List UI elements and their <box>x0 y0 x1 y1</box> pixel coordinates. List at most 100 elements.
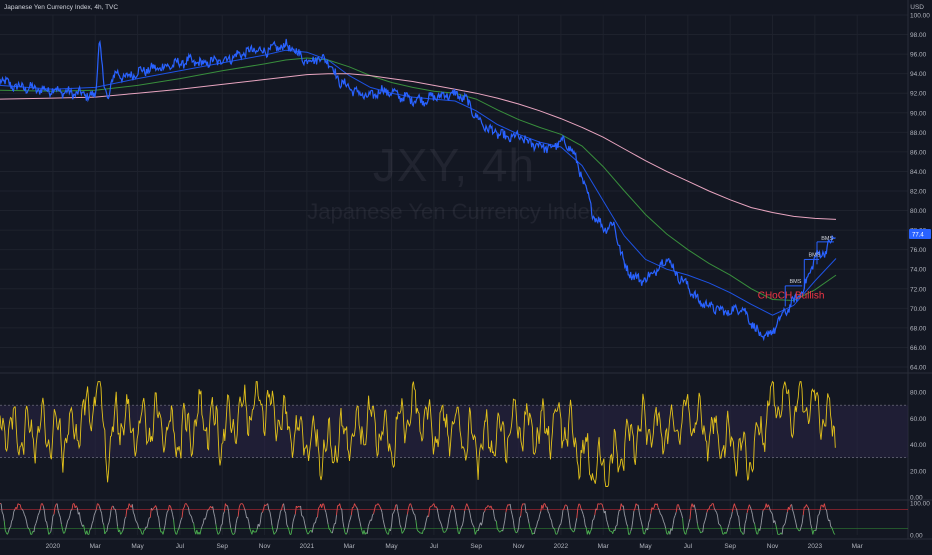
stoch-segment <box>543 504 544 509</box>
stoch-segment <box>145 527 146 530</box>
stoch-segment <box>344 527 345 532</box>
stoch-segment <box>422 530 423 534</box>
stoch-segment <box>590 531 591 534</box>
stoch-segment <box>295 506 296 514</box>
stoch-segment <box>156 506 157 508</box>
stoch-segment <box>110 510 111 518</box>
stoch-segment <box>4 521 5 531</box>
stoch-segment <box>386 532 387 534</box>
stoch-segment <box>10 527 11 528</box>
stoch-segment <box>263 509 264 512</box>
stoch-segment <box>664 521 665 524</box>
stoch-segment <box>158 515 159 518</box>
stoch-segment <box>327 518 328 524</box>
stoch-segment <box>25 517 26 522</box>
x-tick-label: Sep <box>724 543 736 550</box>
stoch-segment <box>188 507 189 513</box>
stoch-segment <box>576 518 577 524</box>
y-tick-label: 96.00 <box>910 52 927 59</box>
stoch-segment <box>727 527 728 531</box>
x-tick-label: May <box>639 543 652 550</box>
stoch-segment <box>722 530 723 535</box>
stoch-segment <box>473 525 474 527</box>
stoch-segment <box>582 511 583 514</box>
stoch-segment <box>121 533 122 535</box>
stoch-segment <box>557 532 558 534</box>
stoch-segment <box>663 518 664 522</box>
stoch-segment <box>623 506 624 514</box>
stoch-segment <box>777 529 778 534</box>
stoch-segment <box>672 524 673 530</box>
stoch-segment <box>286 513 287 524</box>
stoch-segment <box>400 525 401 528</box>
x-tick-label: Sep <box>216 543 228 550</box>
stoch-segment <box>315 518 316 523</box>
stoch-segment <box>436 507 437 509</box>
stoch-segment <box>70 510 71 516</box>
stoch-segment <box>650 514 651 520</box>
stoch-segment <box>820 505 821 510</box>
stoch-y-tick-label: 100.00 <box>910 501 930 508</box>
stoch-segment <box>678 505 679 509</box>
stoch-segment <box>361 527 362 531</box>
stoch-segment <box>96 504 97 510</box>
stoch-segment <box>246 512 247 518</box>
stoch-segment <box>256 529 257 532</box>
stoch-segment <box>485 508 486 512</box>
stoch-segment <box>332 528 333 533</box>
watermark-title: JXY, 4h <box>0 138 908 192</box>
stoch-segment <box>69 516 70 519</box>
stoch-segment <box>220 525 221 531</box>
stoch-segment <box>374 509 375 513</box>
stoch-segment <box>690 507 691 519</box>
rsi-y-tick-label: 20.00 <box>910 468 927 475</box>
stoch-segment <box>54 507 55 514</box>
stoch-segment <box>330 530 331 532</box>
stoch-segment <box>639 512 640 518</box>
stoch-segment <box>816 524 817 531</box>
stoch-segment <box>717 512 718 515</box>
stoch-segment <box>55 504 56 507</box>
bms-annotation: BMS <box>821 236 833 242</box>
stoch-segment <box>786 512 787 518</box>
stoch-segment <box>638 505 639 512</box>
symbol-header: Japanese Yen Currency Index, 4h, TVC <box>4 4 118 11</box>
stoch-segment <box>71 510 72 511</box>
stoch-segment <box>378 504 379 505</box>
stoch-segment <box>642 527 643 534</box>
stoch-segment <box>409 504 410 508</box>
stoch-segment <box>641 522 642 527</box>
stoch-segment <box>591 529 592 531</box>
stoch-segment <box>673 518 674 524</box>
stoch-segment <box>367 526 368 534</box>
stoch-segment <box>728 524 729 528</box>
stoch-segment <box>116 516 117 527</box>
rsi-y-tick-label: 40.00 <box>910 442 927 449</box>
stoch-segment <box>143 530 144 534</box>
stoch-segment <box>467 504 468 506</box>
stoch-segment <box>827 510 828 517</box>
stoch-segment <box>713 504 714 509</box>
x-tick-label: Nov <box>513 543 525 550</box>
stoch-segment <box>275 532 276 533</box>
stoch-segment <box>32 531 33 534</box>
stoch-segment <box>796 523 797 528</box>
stoch-segment <box>491 506 492 509</box>
stoch-segment <box>72 504 73 510</box>
stoch-segment <box>388 529 389 534</box>
stoch-segment <box>511 510 512 515</box>
stoch-segment <box>123 527 124 531</box>
stoch-segment <box>305 524 306 529</box>
stoch-segment <box>636 504 637 506</box>
stoch-segment <box>831 526 832 527</box>
stoch-segment <box>379 505 380 507</box>
stoch-segment <box>498 530 499 532</box>
stoch-segment <box>340 504 341 509</box>
stoch-segment <box>329 529 330 530</box>
x-tick-label: Nov <box>767 543 779 550</box>
y-tick-label: 80.00 <box>910 208 927 215</box>
stoch-segment <box>482 521 483 526</box>
stoch-segment <box>441 524 442 528</box>
